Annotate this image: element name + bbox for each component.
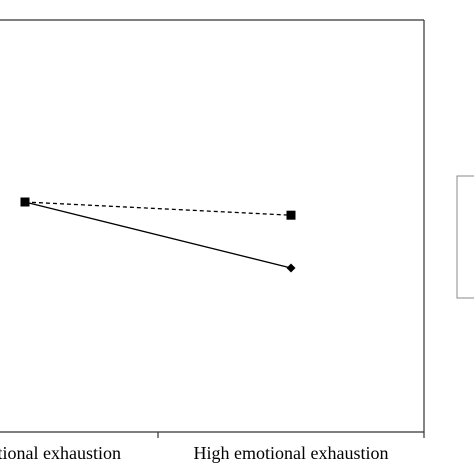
legend-box (456, 175, 474, 299)
series-square-dashed (20, 197, 296, 220)
x-tick-label-low: Low emotional exhaustion (0, 443, 121, 463)
data-point-diamond-low (20, 197, 30, 207)
series-line-solid (24, 201, 292, 269)
data-point-diamond-high (286, 263, 296, 273)
series-layer (20, 197, 296, 273)
series-line-dashed (24, 201, 292, 216)
series-diamond-solid (20, 197, 296, 273)
plot-area (0, 19, 425, 438)
x-tick-label-high: High emotional exhaustion (194, 443, 389, 463)
data-point-square-high (286, 210, 296, 220)
